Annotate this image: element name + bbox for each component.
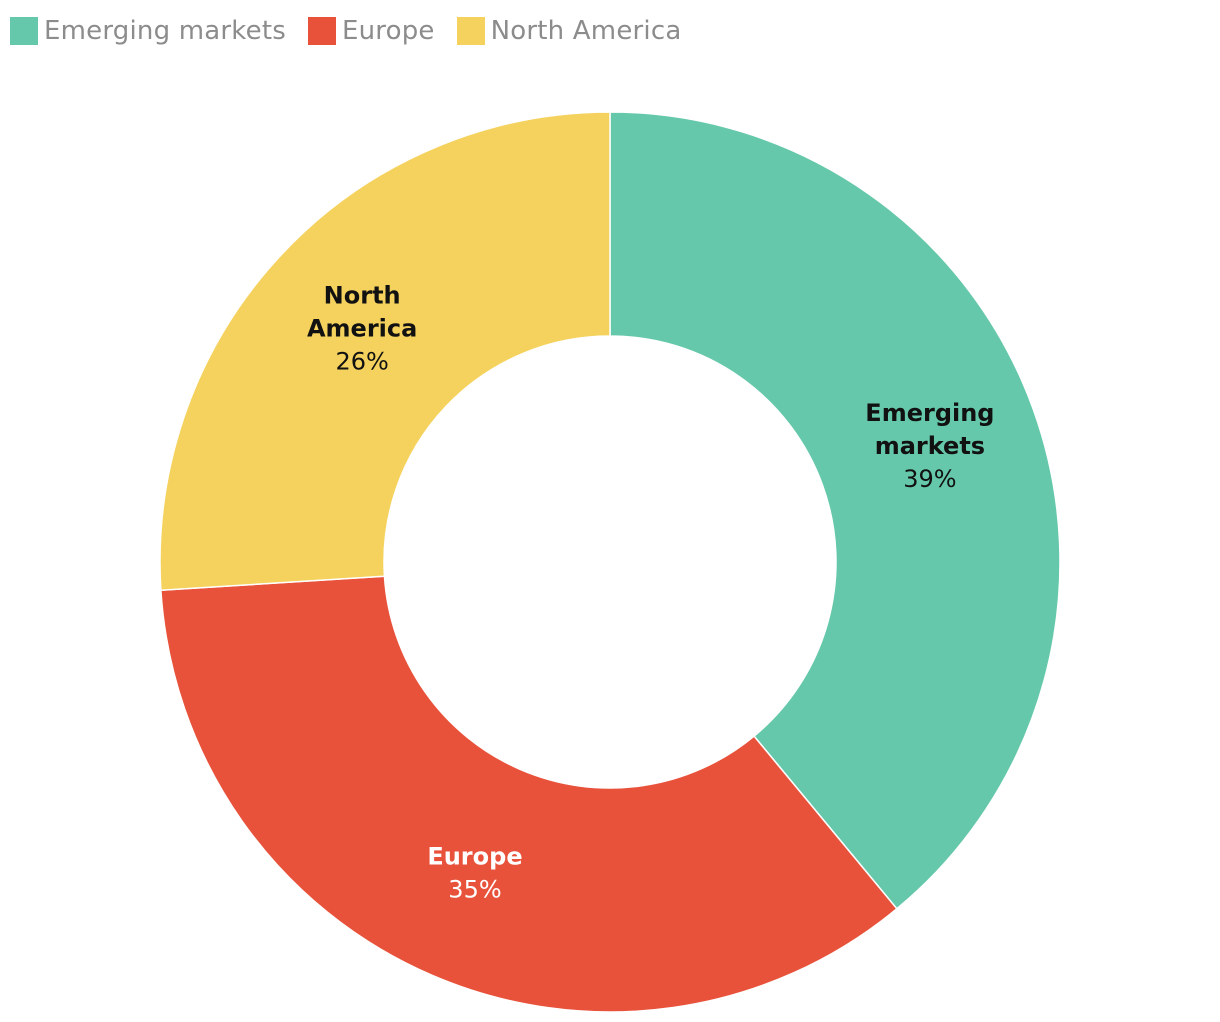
legend-swatch-north-america — [456, 17, 485, 45]
slice-label-name-north-america: North — [324, 281, 401, 309]
slice-label-value-europe: 35% — [448, 876, 501, 904]
slice-label-name-emerging-markets: Emerging — [865, 399, 994, 427]
slice-label-emerging-markets: Emerging markets 39% — [865, 399, 994, 493]
legend-item-north-america[interactable]: North America — [456, 16, 682, 46]
slice-label-value-emerging-markets: 39% — [903, 465, 956, 493]
slice-emerging-markets[interactable] — [609, 111, 1061, 910]
slice-label-europe: Europe 35% — [427, 843, 522, 904]
legend-label-north-america: North America — [490, 16, 682, 46]
legend-item-emerging-markets[interactable]: Emerging markets — [10, 16, 286, 46]
slice-label-name-emerging-markets: markets — [875, 432, 985, 460]
legend-swatch-emerging-markets — [10, 17, 38, 45]
legend-swatch-europe — [307, 17, 336, 45]
slice-europe[interactable] — [160, 575, 898, 1013]
slice-north-america[interactable] — [159, 111, 611, 592]
slice-label-name-north-america: America — [307, 314, 417, 342]
slice-label-name-europe: Europe — [427, 843, 522, 871]
slice-label-north-america: North America 26% — [307, 281, 417, 375]
slice-label-value-north-america: 26% — [335, 347, 388, 375]
legend-label-emerging-markets: Emerging markets — [44, 16, 286, 46]
legend-item-europe[interactable]: Europe — [307, 16, 435, 46]
legend-label-europe: Europe — [341, 16, 435, 46]
chart-legend: Emerging markets Europe North America — [10, 14, 703, 48]
